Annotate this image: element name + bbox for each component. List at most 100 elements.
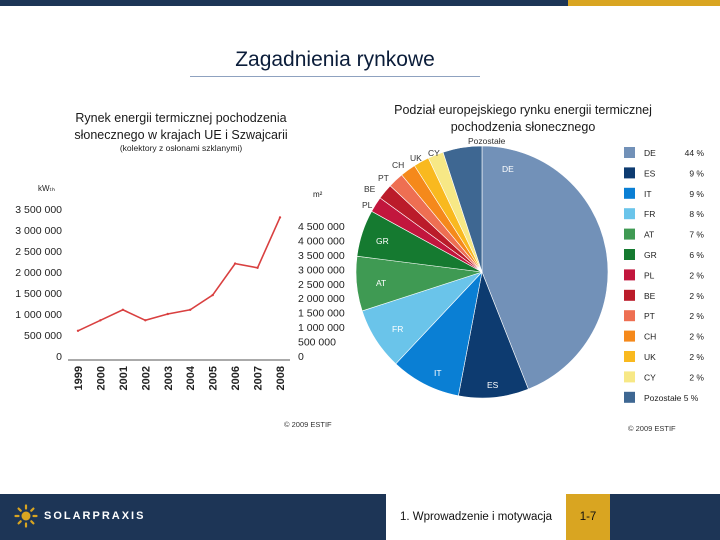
legend-label: PT xyxy=(644,311,655,321)
legend-swatch xyxy=(624,371,635,383)
x-tick-label: 2005 xyxy=(208,366,220,390)
line-chart: kWₜₕ m² 3 500 000 3 000 000 2 500 000 2 000 0… xyxy=(15,184,345,390)
pie-slice-label: Pozostałe xyxy=(468,136,506,146)
x-tick-label: 1999 xyxy=(73,366,85,390)
pie-slice-label: DE xyxy=(502,164,514,174)
x-tick-label: 2002 xyxy=(140,366,152,390)
legend-swatch xyxy=(624,391,635,403)
line-chart-subtitle: (kolektory z osłonami szklanymi) xyxy=(119,143,243,153)
legend-label: GR xyxy=(644,250,657,260)
x-tick-label: 2000 xyxy=(95,366,107,390)
legend-label: FR xyxy=(644,209,655,219)
left-axis-label: kWₜₕ xyxy=(38,184,55,193)
pie-slice-label: UK xyxy=(410,153,422,163)
line-chart-title: Rynek energii termicznej pochodzenia sło… xyxy=(74,111,288,142)
data-point xyxy=(278,216,282,219)
legend-swatch xyxy=(624,147,635,158)
legend-value: 2 % xyxy=(689,332,704,342)
data-point xyxy=(166,312,169,316)
right-tick-label: 4 500 000 xyxy=(298,221,345,233)
legend-value: 2 % xyxy=(689,311,704,321)
legend-value: 44 % xyxy=(685,148,705,158)
right-tick-label: 4 000 000 xyxy=(298,235,345,247)
x-tick-label: 2007 xyxy=(253,366,265,390)
legend-value: 2 % xyxy=(689,352,704,362)
x-tick-label: 2008 xyxy=(275,366,287,390)
pie-slice-label: CH xyxy=(392,160,404,170)
left-tick-label: 2 500 000 xyxy=(15,246,62,258)
pie-slice-label: BE xyxy=(364,184,376,194)
data-point xyxy=(99,319,102,322)
legend-value: 2 % xyxy=(689,291,704,301)
pie-slice-label: IT xyxy=(434,368,442,378)
line-chart-copyright: © 2009 ESTIF xyxy=(284,420,332,429)
right-axis-label: m² xyxy=(313,190,323,199)
legend-label: Pozostałe 5 % xyxy=(644,393,699,403)
left-tick-label: 0 xyxy=(56,351,62,363)
legend-value: 9 % xyxy=(689,189,704,199)
legend-swatch xyxy=(624,208,635,220)
left-tick-label: 2 000 000 xyxy=(15,267,62,279)
sun-logo-icon xyxy=(14,504,38,528)
pie-slice-label: AT xyxy=(376,278,386,288)
data-point xyxy=(256,266,259,269)
legend-label: CY xyxy=(644,372,656,382)
left-tick-label: 500 000 xyxy=(24,330,62,342)
data-point xyxy=(144,319,147,322)
pie-slice-label: CY xyxy=(428,148,440,158)
top-bar-accent xyxy=(568,0,720,6)
right-tick-label: 3 000 000 xyxy=(298,264,345,276)
series-line xyxy=(77,217,281,332)
legend-label: BE xyxy=(644,291,656,301)
pie-slice-label: FR xyxy=(392,324,403,334)
data-point xyxy=(233,262,237,265)
x-tick-label: 2006 xyxy=(230,366,242,390)
legend-value: 6 % xyxy=(689,250,704,260)
right-tick-label: 1 500 000 xyxy=(298,308,345,320)
legend-swatch xyxy=(624,310,635,322)
x-tick-label: 2004 xyxy=(185,365,197,390)
left-tick-label: 3 500 000 xyxy=(15,204,62,216)
pie-slice xyxy=(442,145,483,273)
legend-swatch xyxy=(624,249,635,260)
logo-text: SOLARPRAXIS xyxy=(44,510,146,522)
legend-value: 2 % xyxy=(689,372,704,382)
top-bar xyxy=(0,0,720,6)
right-tick-label: 0 xyxy=(298,351,304,363)
legend-label: CH xyxy=(644,332,656,342)
right-tick-label: 3 500 000 xyxy=(298,250,345,262)
legend-swatch xyxy=(624,289,635,301)
data-point xyxy=(189,308,192,311)
pie-slice xyxy=(481,145,609,390)
right-tick-label: 2 000 000 xyxy=(298,293,345,305)
legend-value: 8 % xyxy=(689,209,704,219)
legend-label: AT xyxy=(644,230,654,240)
legend-label: PL xyxy=(644,270,655,280)
data-point xyxy=(121,308,125,311)
left-tick-label: 3 000 000 xyxy=(15,225,62,237)
left-tick-label: 1 500 000 xyxy=(15,288,62,300)
slide-title: Zagadnienia rynkowe xyxy=(190,48,480,77)
legend-swatch xyxy=(624,330,635,342)
pie-chart-copyright: © 2009 ESTIF xyxy=(628,424,676,433)
pie-slice-label: PT xyxy=(378,173,389,183)
legend-label: DE xyxy=(644,148,656,158)
legend-swatch xyxy=(624,187,635,199)
right-tick-label: 500 000 xyxy=(298,337,336,349)
footer-title: 1. Wprowadzenie i motywacja xyxy=(386,494,566,540)
legend-swatch xyxy=(624,269,635,281)
legend-label: ES xyxy=(644,168,656,178)
legend-label: UK xyxy=(644,352,656,362)
data-point xyxy=(211,293,214,297)
legend-swatch xyxy=(624,167,635,179)
legend-value: 7 % xyxy=(689,230,704,240)
left-tick-label: 1 000 000 xyxy=(15,309,62,321)
pie-slice-label: PL xyxy=(362,200,373,210)
legend-swatch xyxy=(624,228,635,240)
x-tick-label: 2001 xyxy=(118,366,130,390)
data-point xyxy=(76,329,80,332)
right-tick-label: 2 500 000 xyxy=(298,279,345,291)
legend-value: 2 % xyxy=(689,270,704,280)
pie-slice-label: GR xyxy=(376,236,389,246)
